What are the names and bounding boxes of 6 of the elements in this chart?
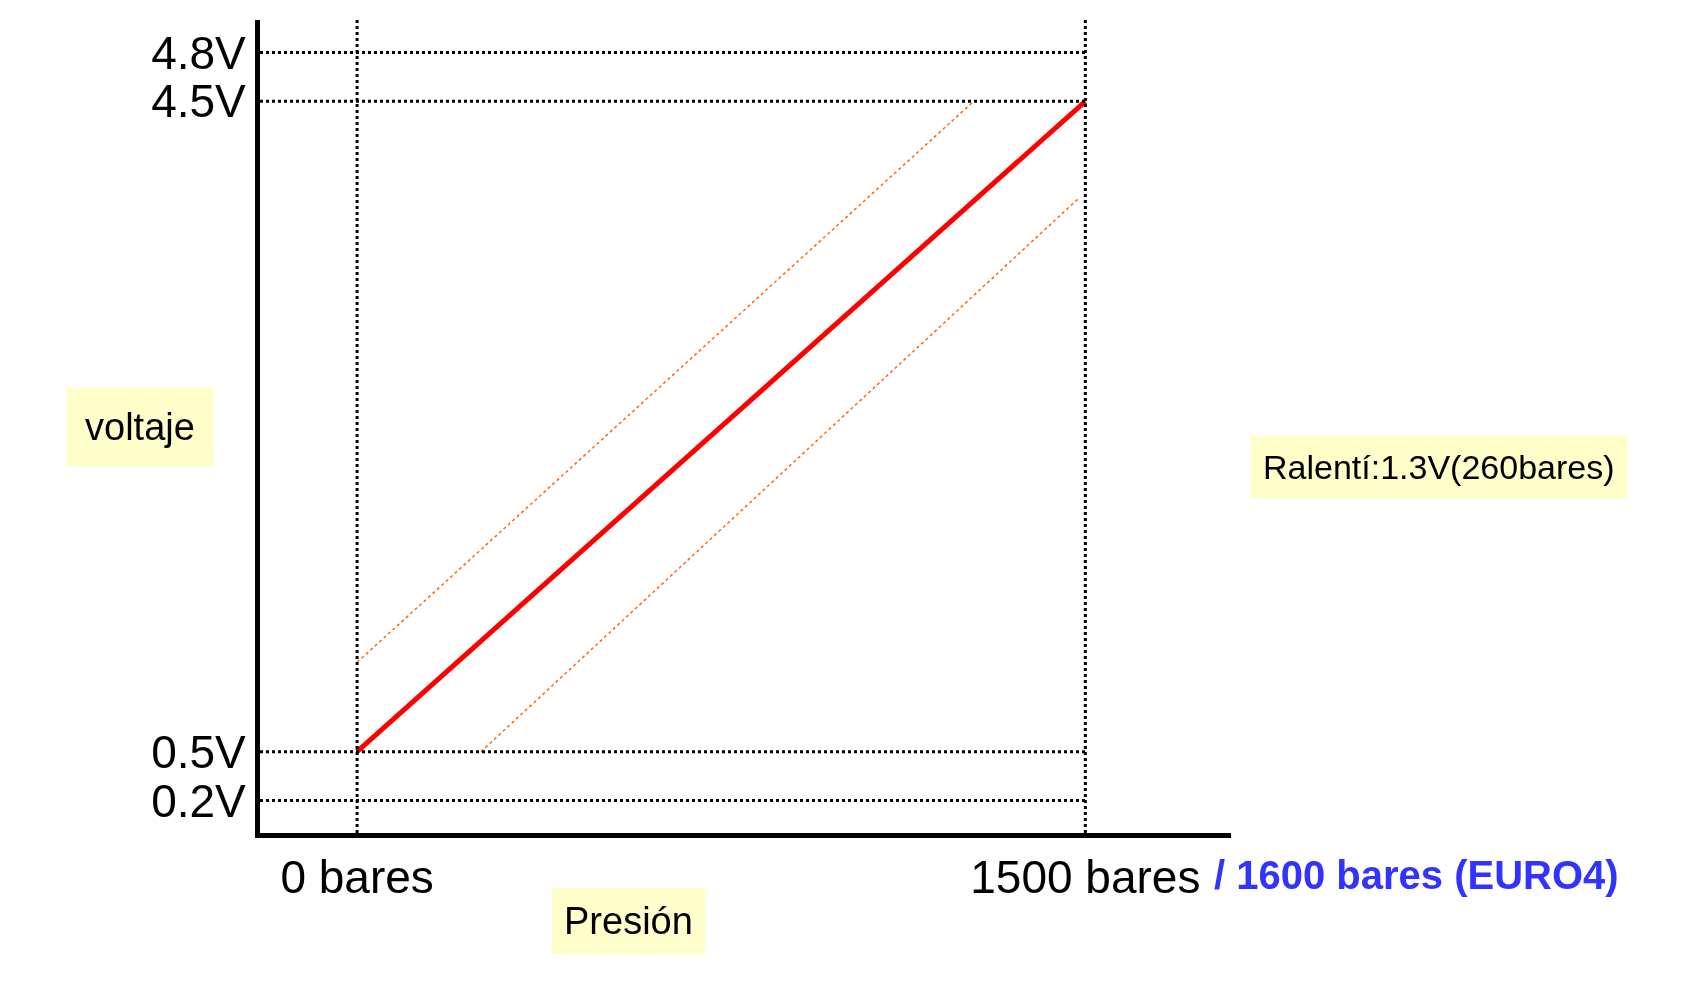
x-tick-label: 0 bares [280,851,434,904]
text: / 1600 bares (EURO4) [1214,853,1619,897]
x-tick-label: 1500 bares [970,851,1201,904]
x-axis-title: Presión [564,900,693,942]
text: Ralentí:1.3V(260bares) [1263,448,1615,486]
y-axis-title: voltaje [85,406,195,448]
